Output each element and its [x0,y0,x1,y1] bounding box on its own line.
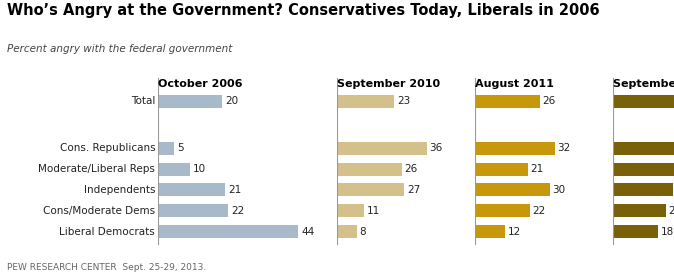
Text: 26: 26 [404,164,418,174]
Bar [158,204,228,217]
Bar [158,95,222,108]
Bar [475,163,528,176]
Text: 26: 26 [543,96,556,106]
Text: 22: 22 [231,206,245,216]
Bar [475,183,550,197]
Text: 32: 32 [557,143,571,153]
Bar [337,183,404,197]
Text: Moderate/Liberal Reps: Moderate/Liberal Reps [38,164,155,174]
Bar [158,225,298,238]
Bar [337,163,402,176]
Text: 36: 36 [429,143,443,153]
Text: Percent angry with the federal government: Percent angry with the federal governmen… [7,44,232,54]
Bar [158,142,174,155]
Bar [613,225,658,238]
Text: 18: 18 [661,227,674,237]
Bar [337,204,365,217]
Bar [613,163,674,176]
Bar [158,183,225,197]
Text: Cons/Moderate Dems: Cons/Moderate Dems [43,206,155,216]
Bar [613,183,673,197]
Text: September 2010: September 2010 [337,79,440,89]
Text: 11: 11 [367,206,380,216]
Bar [337,142,427,155]
Text: 10: 10 [193,164,206,174]
Text: 20: 20 [225,96,238,106]
Text: 22: 22 [532,206,546,216]
Bar [475,225,505,238]
Text: August 2011: August 2011 [475,79,554,89]
Bar [158,163,190,176]
Text: 30: 30 [553,185,565,195]
Bar [475,95,540,108]
Text: October 2006: October 2006 [158,79,243,89]
Bar [475,204,530,217]
Text: Independents: Independents [84,185,155,195]
Bar [337,225,357,238]
Text: 44: 44 [301,227,314,237]
Bar [475,142,555,155]
Text: September 2013: September 2013 [613,79,674,89]
Text: PEW RESEARCH CENTER  Sept. 25-29, 2013.: PEW RESEARCH CENTER Sept. 25-29, 2013. [7,264,206,272]
Text: 12: 12 [508,227,521,237]
Text: 21: 21 [530,164,543,174]
Text: 21: 21 [228,185,241,195]
Bar [337,95,394,108]
Text: Liberal Democrats: Liberal Democrats [59,227,155,237]
Text: 5: 5 [177,143,184,153]
Text: 27: 27 [407,185,420,195]
Bar [613,95,674,108]
Text: Total: Total [131,96,155,106]
Text: 8: 8 [359,227,366,237]
Text: Cons. Republicans: Cons. Republicans [59,143,155,153]
Bar [613,142,674,155]
Text: 21: 21 [668,206,674,216]
Text: 23: 23 [397,96,410,106]
Bar [613,204,666,217]
Text: Who’s Angry at the Government? Conservatives Today, Liberals in 2006: Who’s Angry at the Government? Conservat… [7,3,599,18]
